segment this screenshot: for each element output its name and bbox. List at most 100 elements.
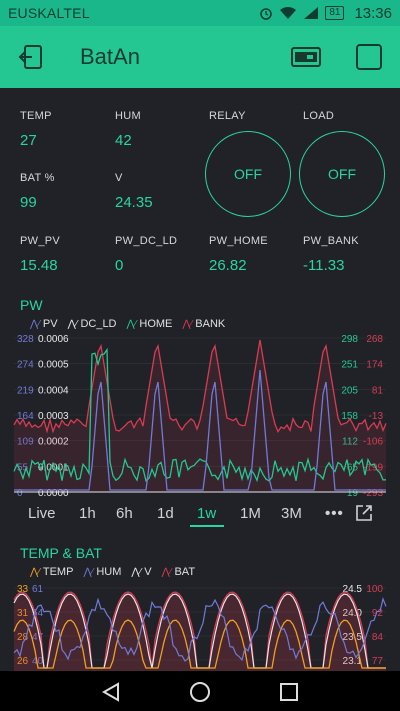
chart2-v-tick: 23.5: [343, 632, 363, 643]
chart2-temp-tick: 33: [17, 584, 29, 595]
tf-1h[interactable]: 1h: [79, 504, 96, 522]
chart1-pv-tick: 0: [17, 488, 23, 499]
chart1-home-tick: 65: [347, 462, 359, 473]
chart1-bank-tick: -199: [363, 462, 383, 473]
chart2-bat-tick: 77: [372, 656, 384, 667]
label-temp: TEMP: [20, 110, 52, 122]
chart1-dcld-tick: 0.0002: [38, 437, 69, 448]
chart2-bat-tick: 100: [366, 584, 383, 595]
expand-icon[interactable]: [355, 504, 373, 522]
navigation-bar: [0, 671, 400, 711]
chart2-temp-tick: 31: [17, 608, 29, 619]
tf-1m[interactable]: 1M: [240, 504, 261, 522]
chart1-bank-tick: 268: [366, 334, 383, 345]
alarm-icon: [260, 8, 273, 20]
legend-home[interactable]: ⋀⁄ HOME: [126, 318, 173, 330]
chart2-bat-tick: 92: [372, 608, 384, 619]
chart1-home-tick: 205: [341, 385, 358, 396]
series-hum-line: [13, 596, 387, 662]
value-bat: 99: [20, 194, 37, 211]
tf-3m[interactable]: 3M: [281, 504, 302, 522]
chart2-temp-tick: 26: [17, 656, 29, 667]
chart2-v-tick: 24.0: [343, 608, 363, 619]
chart2-v-tick: 24.5: [343, 584, 363, 595]
label-pw-home: PW_HOME: [209, 235, 268, 247]
series-temp-line: [13, 619, 386, 669]
back-nav-icon[interactable]: [101, 682, 121, 702]
chart1-bank-tick: -106: [363, 437, 383, 448]
chart1-plot[interactable]: 328 0.0006 298 268 274 0.0005 251 174 219 0.0004 2…: [0, 330, 400, 500]
chart2-v-tick: 23.1: [343, 656, 363, 667]
value-pw-pv: 15.48: [20, 257, 58, 274]
chart1-home-tick: 19: [347, 488, 359, 499]
wifi-icon: [280, 6, 297, 19]
chart2-hum-tick: 61: [32, 584, 44, 595]
chart1-pv-tick: 219: [17, 385, 34, 396]
series-bat-area: [14, 592, 386, 671]
label-pw-dc-ld: PW_DC_LD: [115, 235, 178, 247]
stop-button[interactable]: [356, 44, 382, 70]
recents-nav-icon[interactable]: [279, 682, 299, 702]
value-pw-bank: -11.33: [303, 257, 345, 274]
load-state: OFF: [328, 166, 356, 182]
relay-state: OFF: [234, 166, 262, 182]
tf-6h[interactable]: 6h: [116, 504, 133, 522]
chart1-pv-tick: 328: [17, 334, 34, 345]
tf-active-underline: [190, 525, 224, 527]
chart2-hum-tick: 47: [32, 632, 44, 643]
legend-temp[interactable]: ⋀⁄ TEMP: [30, 566, 74, 578]
chart1-title: PW: [20, 297, 43, 313]
device-icon[interactable]: [290, 44, 322, 70]
chart1-dcld-tick: 0.0004: [38, 385, 69, 396]
tf-1d[interactable]: 1d: [157, 504, 174, 522]
chart2-bat-tick: 84: [372, 632, 384, 643]
label-load: LOAD: [303, 110, 335, 122]
chart1-dcld-tick: 0.0005: [38, 360, 69, 371]
relay-button[interactable]: OFF: [205, 131, 291, 217]
chart2-legend: ⋀⁄ TEMP ⋀⁄ HUM ⋀⁄ V ⋀⁄ BAT: [30, 566, 195, 578]
chart1-legend: ⋀⁄ PV ⋀⁄ DC_LD ⋀⁄ HOME ⋀⁄ BANK: [30, 318, 225, 330]
chart2-hum-tick: 54: [32, 608, 44, 619]
timeframe-bar: Live 1h 6h 1d 1w 1M 3M •••: [0, 500, 400, 527]
chart1-home-tick: 112: [342, 437, 358, 448]
legend-hum[interactable]: ⋀⁄ HUM: [83, 566, 122, 578]
value-hum: 42: [115, 132, 132, 149]
home-nav-icon[interactable]: [189, 681, 211, 703]
back-icon[interactable]: [17, 43, 45, 71]
signal-icon: [304, 7, 319, 19]
series-bank-area: [14, 340, 386, 492]
tf-1w[interactable]: 1w: [197, 504, 217, 522]
value-temp: 27: [20, 132, 37, 149]
chart2-hum-tick: 40: [32, 656, 44, 667]
chart2-temp-tick: 28: [17, 632, 29, 643]
carrier-name: EUSKALTEL: [8, 5, 90, 21]
label-bat: BAT %: [20, 172, 55, 184]
chart1-bank-tick: -13: [369, 411, 384, 422]
chart1-pv-tick: 55: [17, 462, 29, 473]
chart1-dcld-tick: 0.0000: [38, 488, 69, 499]
chart1-dcld-tick: 0.0006: [38, 334, 69, 345]
chart1-bank-tick: 174: [366, 360, 383, 371]
load-button[interactable]: OFF: [299, 131, 385, 217]
more-icon[interactable]: •••: [325, 504, 344, 522]
chart1-home-tick: 298: [341, 334, 358, 345]
status-bar: EUSKALTEL 81 13:36: [0, 0, 400, 26]
legend-bat[interactable]: ⋀⁄ BAT: [161, 566, 196, 578]
label-pw-bank: PW_BANK: [303, 235, 359, 247]
legend-dc-ld[interactable]: ⋀⁄ DC_LD: [67, 318, 117, 330]
chart1-bank-tick: -293: [363, 488, 383, 499]
label-relay: RELAY: [209, 110, 246, 122]
chart2-title: TEMP & BAT: [20, 545, 102, 561]
legend-v[interactable]: ⋀⁄ V: [131, 566, 152, 578]
tf-live[interactable]: Live: [28, 504, 56, 522]
chart1-dcld-tick: 0.0003: [38, 411, 69, 422]
legend-bank[interactable]: ⋀⁄ BANK: [182, 318, 226, 330]
chart1-home-tick: 158: [341, 411, 358, 422]
chart2-plot[interactable]: 33 61 24.5 100 31 54 24.0 92 28 47 23.5 84 26 40 23.1 7…: [0, 580, 400, 671]
project-title: BatAn: [80, 44, 140, 69]
series-home-line: [13, 347, 387, 483]
legend-pv[interactable]: ⋀⁄ PV: [30, 318, 58, 330]
chart1-dcld-tick: 0.0001: [38, 462, 69, 473]
value-pw-home: 26.82: [209, 257, 247, 274]
chart1-pv-tick: 109: [17, 437, 34, 448]
